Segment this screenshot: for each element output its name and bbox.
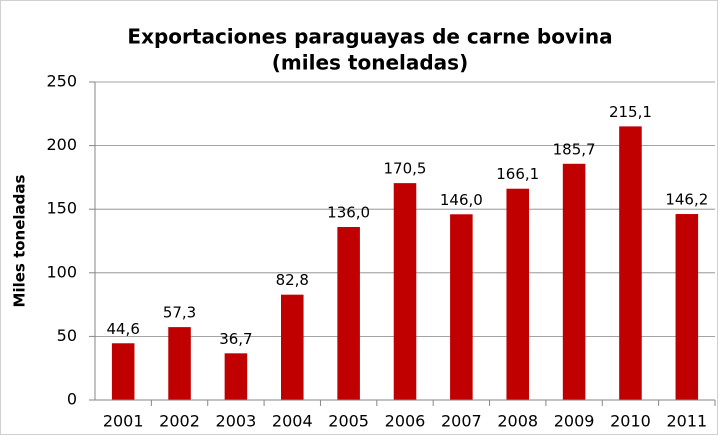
x-tick-label: 2010 [610, 412, 651, 431]
data-label: 215,1 [609, 103, 652, 121]
data-label: 185,7 [553, 140, 596, 158]
data-label: 82,8 [276, 271, 309, 289]
bar [281, 294, 304, 400]
bar [224, 353, 248, 400]
bar [337, 227, 360, 400]
chart-subtitle: (miles toneladas) [272, 51, 468, 75]
bar [111, 343, 135, 400]
y-tick-label: 150 [46, 199, 77, 218]
bar [168, 327, 191, 400]
data-label: 146,2 [665, 191, 708, 209]
y-tick-label: 250 [46, 72, 77, 91]
y-tick-label: 0 [67, 390, 77, 409]
bar [562, 163, 586, 400]
y-tick-label: 50 [57, 326, 77, 345]
bar [675, 214, 699, 400]
y-axis-label: Miles toneladas [11, 174, 29, 307]
x-tick-label: 2006 [385, 412, 426, 431]
y-tick-label: 100 [46, 262, 77, 281]
x-tick-label: 2007 [441, 412, 482, 431]
x-tick-label: 2008 [497, 412, 538, 431]
data-label: 36,7 [219, 330, 252, 348]
data-label: 44,6 [106, 320, 139, 338]
bar [393, 183, 417, 400]
chart-title: Exportaciones paraguayas de carne bovina [127, 25, 612, 49]
x-tick-label: 2001 [103, 412, 144, 431]
x-tick-label: 2004 [272, 412, 313, 431]
data-label: 57,3 [163, 304, 196, 322]
x-tick-label: 2002 [159, 412, 200, 431]
x-tick-label: 2009 [554, 412, 595, 431]
x-tick-label: 2005 [328, 412, 369, 431]
data-label: 146,0 [440, 191, 483, 209]
bar [450, 214, 473, 400]
data-label: 170,5 [384, 160, 427, 178]
bar [619, 126, 642, 401]
data-label: 136,0 [327, 204, 370, 222]
x-tick-label: 2011 [666, 412, 707, 431]
y-tick-label: 200 [46, 135, 77, 154]
bar [506, 188, 529, 400]
x-tick-label: 2003 [216, 412, 257, 431]
data-label: 166,1 [496, 165, 539, 183]
